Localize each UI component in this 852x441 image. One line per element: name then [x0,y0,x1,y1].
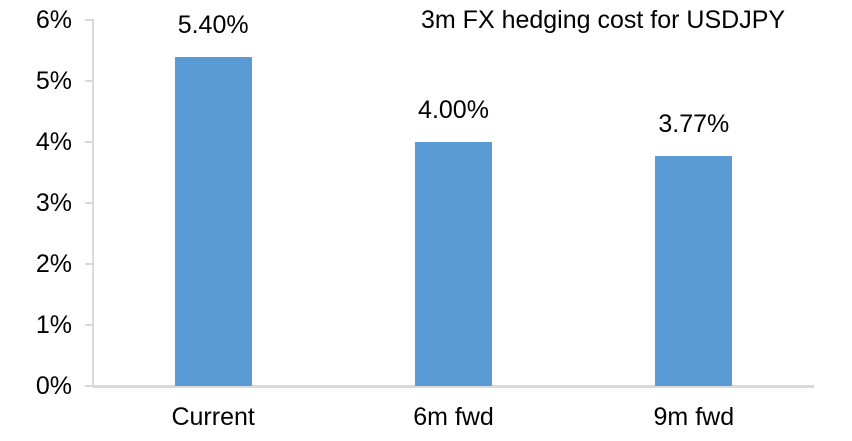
bar-6m-fwd [415,142,492,386]
category-label-9m-fwd: 9m fwd [653,403,735,431]
bar-current [174,56,252,386]
y-axis-tick-2pct [85,263,93,265]
y-axis-label-3pct: 3% [35,188,72,217]
y-axis-label-2pct: 2% [35,249,72,278]
y-axis-tick-5pct [85,80,93,82]
data-label-6m-fwd: 4.00% [418,96,489,124]
bar-9m-fwd [655,156,733,386]
data-label-9m-fwd: 3.77% [658,110,730,139]
y-axis-tick-1pct [85,324,93,326]
y-axis-label-0pct: 0% [35,371,72,400]
y-axis-tick-6pct [85,19,93,21]
y-axis-tick-4pct [85,141,93,143]
y-axis-tick-3pct [85,202,93,204]
category-label-6m-fwd: 6m fwd [413,403,494,431]
y-axis-line [92,19,94,387]
category-label-current: Current [171,403,255,431]
x-axis-line [93,385,814,388]
y-axis-label-5pct: 5% [35,66,72,95]
y-axis-tick-0pct [85,385,93,387]
y-axis-label-6pct: 6% [35,5,72,34]
data-label-current: 5.40% [177,10,249,39]
y-axis-label-4pct: 4% [35,127,72,156]
chart-title: 3m FX hedging cost for USDJPY [421,6,786,34]
y-axis-label-1pct: 1% [35,310,72,339]
